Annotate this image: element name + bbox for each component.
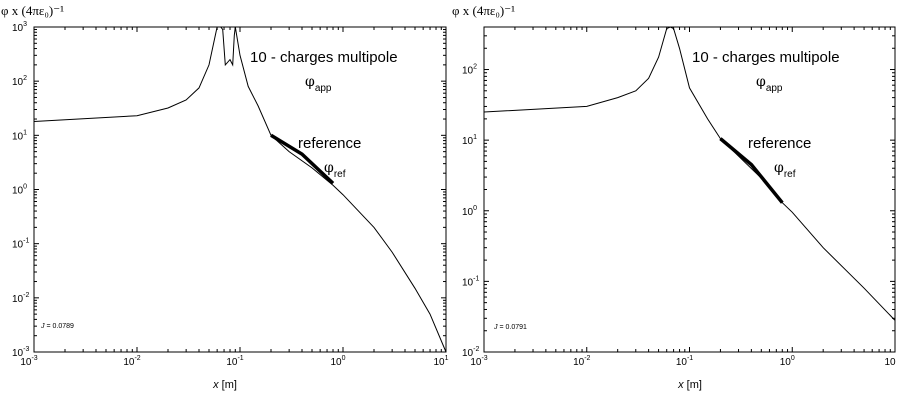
x-axis-label: x [m] bbox=[677, 379, 702, 391]
y-tick-label: 10-1 bbox=[462, 275, 479, 288]
y-tick-label: 10-2 bbox=[12, 292, 29, 305]
y-tick-label: 101 bbox=[12, 129, 27, 142]
approximation-curve bbox=[483, 26, 896, 321]
x-tick-label: 100 bbox=[780, 355, 795, 368]
x-tick-label: 10-3 bbox=[20, 355, 37, 368]
approximation-curve bbox=[33, 26, 447, 353]
y-tick-label: 100 bbox=[462, 205, 477, 218]
j-value-label: J = 0.0789 bbox=[40, 323, 74, 330]
x-tick-label: 10-1 bbox=[226, 355, 243, 368]
approx-symbol: φapp bbox=[756, 74, 783, 94]
plot-area-frame bbox=[483, 26, 896, 353]
reference-label: reference bbox=[748, 135, 811, 152]
y-tick-label: 10-2 bbox=[462, 346, 479, 359]
x-axis-label: x [m] bbox=[212, 379, 237, 391]
plot-area-frame bbox=[33, 26, 447, 353]
reference-curve bbox=[719, 137, 784, 204]
y-axis-label: φ x (4πε₀)⁻¹ bbox=[1, 3, 64, 18]
y-tick-label: 103 bbox=[12, 21, 27, 34]
y-tick-label: 10-3 bbox=[12, 346, 29, 359]
y-tick-label: 100 bbox=[12, 184, 27, 197]
x-tick-label: 100 bbox=[330, 355, 345, 368]
y-tick-label: 10-1 bbox=[12, 238, 29, 251]
x-tick-label: 10-3 bbox=[470, 355, 487, 368]
reference-curve bbox=[270, 133, 335, 185]
y-tick-label: 102 bbox=[12, 75, 27, 88]
y-tick-label: 101 bbox=[462, 134, 477, 147]
x-tick-label: 10-2 bbox=[573, 355, 590, 368]
annotation-title: 10 - charges multipole bbox=[250, 49, 398, 66]
left-chart-panel: 10-3 10-2 10-1 100 101 10-3 10-2 10-1 100 101 102… bbox=[1, 3, 449, 391]
approx-symbol: φapp bbox=[305, 74, 332, 94]
annotation-title: 10 - charges multipole bbox=[692, 49, 840, 66]
reference-label: reference bbox=[298, 135, 361, 152]
ref-symbol: φref bbox=[324, 160, 346, 180]
y-tick-label: 102 bbox=[462, 64, 477, 77]
ref-symbol: φref bbox=[774, 160, 796, 180]
j-value-label: J = 0.0791 bbox=[493, 324, 527, 331]
x-tick-label: 10-2 bbox=[123, 355, 140, 368]
y-axis-label: φ x (4πε₀)⁻¹ bbox=[452, 3, 515, 18]
x-tick-label: 10 bbox=[884, 357, 896, 368]
x-tick-label: 101 bbox=[433, 355, 448, 368]
x-tick-label: 10-1 bbox=[676, 355, 693, 368]
